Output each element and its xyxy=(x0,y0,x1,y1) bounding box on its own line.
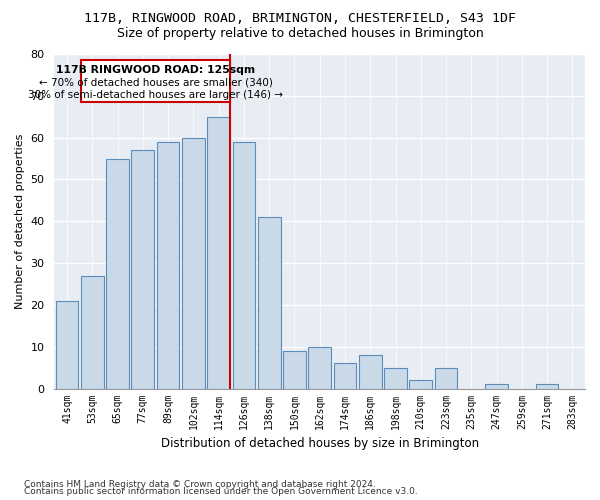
Text: 30% of semi-detached houses are larger (146) →: 30% of semi-detached houses are larger (… xyxy=(28,90,283,101)
Bar xyxy=(157,142,179,388)
Bar xyxy=(131,150,154,388)
FancyBboxPatch shape xyxy=(81,60,230,102)
Bar xyxy=(283,351,306,389)
Bar xyxy=(233,142,255,388)
Bar xyxy=(106,158,129,388)
Bar xyxy=(434,368,457,388)
Bar xyxy=(308,346,331,389)
Bar xyxy=(409,380,432,388)
Bar xyxy=(359,355,382,388)
Text: 117B RINGWOOD ROAD: 125sqm: 117B RINGWOOD ROAD: 125sqm xyxy=(56,66,255,76)
Bar xyxy=(334,364,356,388)
X-axis label: Distribution of detached houses by size in Brimington: Distribution of detached houses by size … xyxy=(161,437,479,450)
Bar xyxy=(536,384,559,388)
Text: Contains HM Land Registry data © Crown copyright and database right 2024.: Contains HM Land Registry data © Crown c… xyxy=(24,480,376,489)
Text: Size of property relative to detached houses in Brimington: Size of property relative to detached ho… xyxy=(116,28,484,40)
Text: ← 70% of detached houses are smaller (340): ← 70% of detached houses are smaller (34… xyxy=(38,78,272,88)
Bar xyxy=(81,276,104,388)
Y-axis label: Number of detached properties: Number of detached properties xyxy=(15,134,25,309)
Bar xyxy=(258,217,281,388)
Bar xyxy=(207,116,230,388)
Text: 117B, RINGWOOD ROAD, BRIMINGTON, CHESTERFIELD, S43 1DF: 117B, RINGWOOD ROAD, BRIMINGTON, CHESTER… xyxy=(84,12,516,26)
Bar xyxy=(56,300,79,388)
Bar xyxy=(182,138,205,388)
Bar xyxy=(384,368,407,388)
Text: Contains public sector information licensed under the Open Government Licence v3: Contains public sector information licen… xyxy=(24,488,418,496)
Bar xyxy=(485,384,508,388)
